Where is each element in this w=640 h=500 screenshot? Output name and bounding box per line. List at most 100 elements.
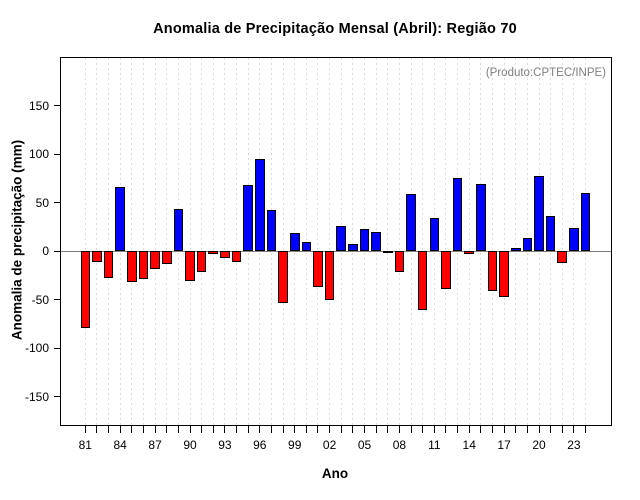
x-tick-1998 [282,426,284,433]
gridline-1998 [282,58,284,425]
gridline-1991 [201,58,203,425]
gridline-2016 [491,58,493,425]
x-tick-label-2011: 11 [428,438,441,452]
gridline-2012 [445,58,447,425]
bar-1992 [208,251,219,255]
x-tick-label-1999: 99 [288,438,302,452]
gridline-1986 [142,58,144,425]
bar-1989 [173,208,184,252]
bar-2015 [476,184,486,252]
x-tick-1984 [119,426,121,433]
x-tick-2001 [317,426,319,433]
zero-line [61,250,611,252]
bar-2017 [499,251,509,297]
chart-title: Anomalia de Precipitação Mensal (Abril):… [153,21,517,37]
bar-1986 [138,251,149,280]
y-tick-label-150: 150 [28,98,49,113]
bar-1995 [243,185,253,252]
bar-2000 [301,241,312,252]
x-tick-2018 [515,426,517,433]
bar-1988 [161,251,172,264]
gridline-1994 [236,58,238,425]
gridline-1982 [96,58,98,425]
x-tick-2014 [468,426,470,433]
bar-1993 [220,251,230,259]
x-tick-2008 [398,426,400,433]
x-tick-label-2020: 20 [532,438,546,452]
x-tick-label-1981: 81 [78,438,92,452]
bar-1985 [127,251,137,283]
plot-area: (Produto:CPTEC/INPE) 150 100 50 0 -50 -100 -15… [25,57,612,452]
gridline-1992 [212,58,214,425]
y-tick-label--100: -100 [24,341,49,356]
gridline-2017 [503,58,505,425]
gridline-2014 [468,58,470,425]
y-tick-label-0: 0 [42,244,49,259]
bar-2003 [336,226,347,252]
gridline-2002 [329,58,331,425]
gridline-1983 [108,58,110,425]
x-tick-1983 [108,426,110,433]
x-tick-2024 [585,426,587,433]
bar-2008 [394,251,405,272]
bar-2016 [487,251,498,292]
gridline-2008 [398,58,400,425]
x-tick-label-2005: 05 [357,438,372,452]
x-tick-label-2014: 14 [462,438,476,452]
x-tick-2000 [305,426,307,433]
bar-1990 [185,251,195,282]
x-tick-2002 [329,426,331,433]
x-tick-label-2008: 08 [392,438,407,452]
bar-2023 [569,228,579,252]
bar-1982 [92,251,102,262]
x-tick-label-1990: 90 [183,438,197,452]
gridline-1981 [84,58,86,425]
x-tick-2007 [387,426,389,433]
bar-1983 [103,251,114,279]
y-tick-50 [54,202,60,204]
gridline-2018 [515,58,517,425]
y-tick-150 [54,105,60,107]
x-tick-2013 [457,426,459,433]
x-tick-1997 [270,426,272,433]
x-tick-2021 [550,426,552,433]
y-tick-label--150: -150 [24,389,49,404]
bar-2006 [371,231,381,252]
x-tick-2017 [503,426,505,433]
x-tick-1982 [96,426,98,433]
bar-2018 [510,248,521,252]
x-tick-label-1987: 87 [148,438,162,452]
x-tick-1996 [259,426,261,433]
x-tick-label-1984: 84 [113,438,127,452]
y-tick-0 [54,250,60,252]
bar-1994 [231,251,242,262]
x-tick-1990 [189,426,191,433]
x-axis-label: Ano [321,466,349,481]
y-tick-label-50: 50 [35,195,49,210]
bar-1991 [196,251,207,272]
bar-1996 [255,159,265,252]
y-tick--50 [54,299,60,301]
bar-2009 [406,194,416,252]
y-tick-100 [54,153,60,155]
gridline-1985 [131,58,133,425]
bar-2010 [417,251,428,311]
bar-2021 [545,216,556,252]
x-tick-2009 [410,426,412,433]
bar-1997 [266,209,277,252]
bar-1999 [289,232,300,252]
x-tick-label-2002: 02 [322,438,337,452]
x-tick-2010 [422,426,424,433]
x-tick-1987 [154,426,156,433]
x-tick-2005 [364,426,366,433]
x-tick-2011 [433,426,435,433]
x-tick-1994 [236,426,238,433]
y-tick-label-100: 100 [28,147,49,162]
gridline-2001 [317,58,319,425]
x-tick-1991 [201,426,203,433]
x-tick-1988 [166,426,168,433]
x-tick-label-2017: 17 [497,438,511,452]
x-tick-2012 [445,426,447,433]
x-tick-1995 [247,426,249,433]
x-tick-label-1993: 93 [218,438,232,452]
